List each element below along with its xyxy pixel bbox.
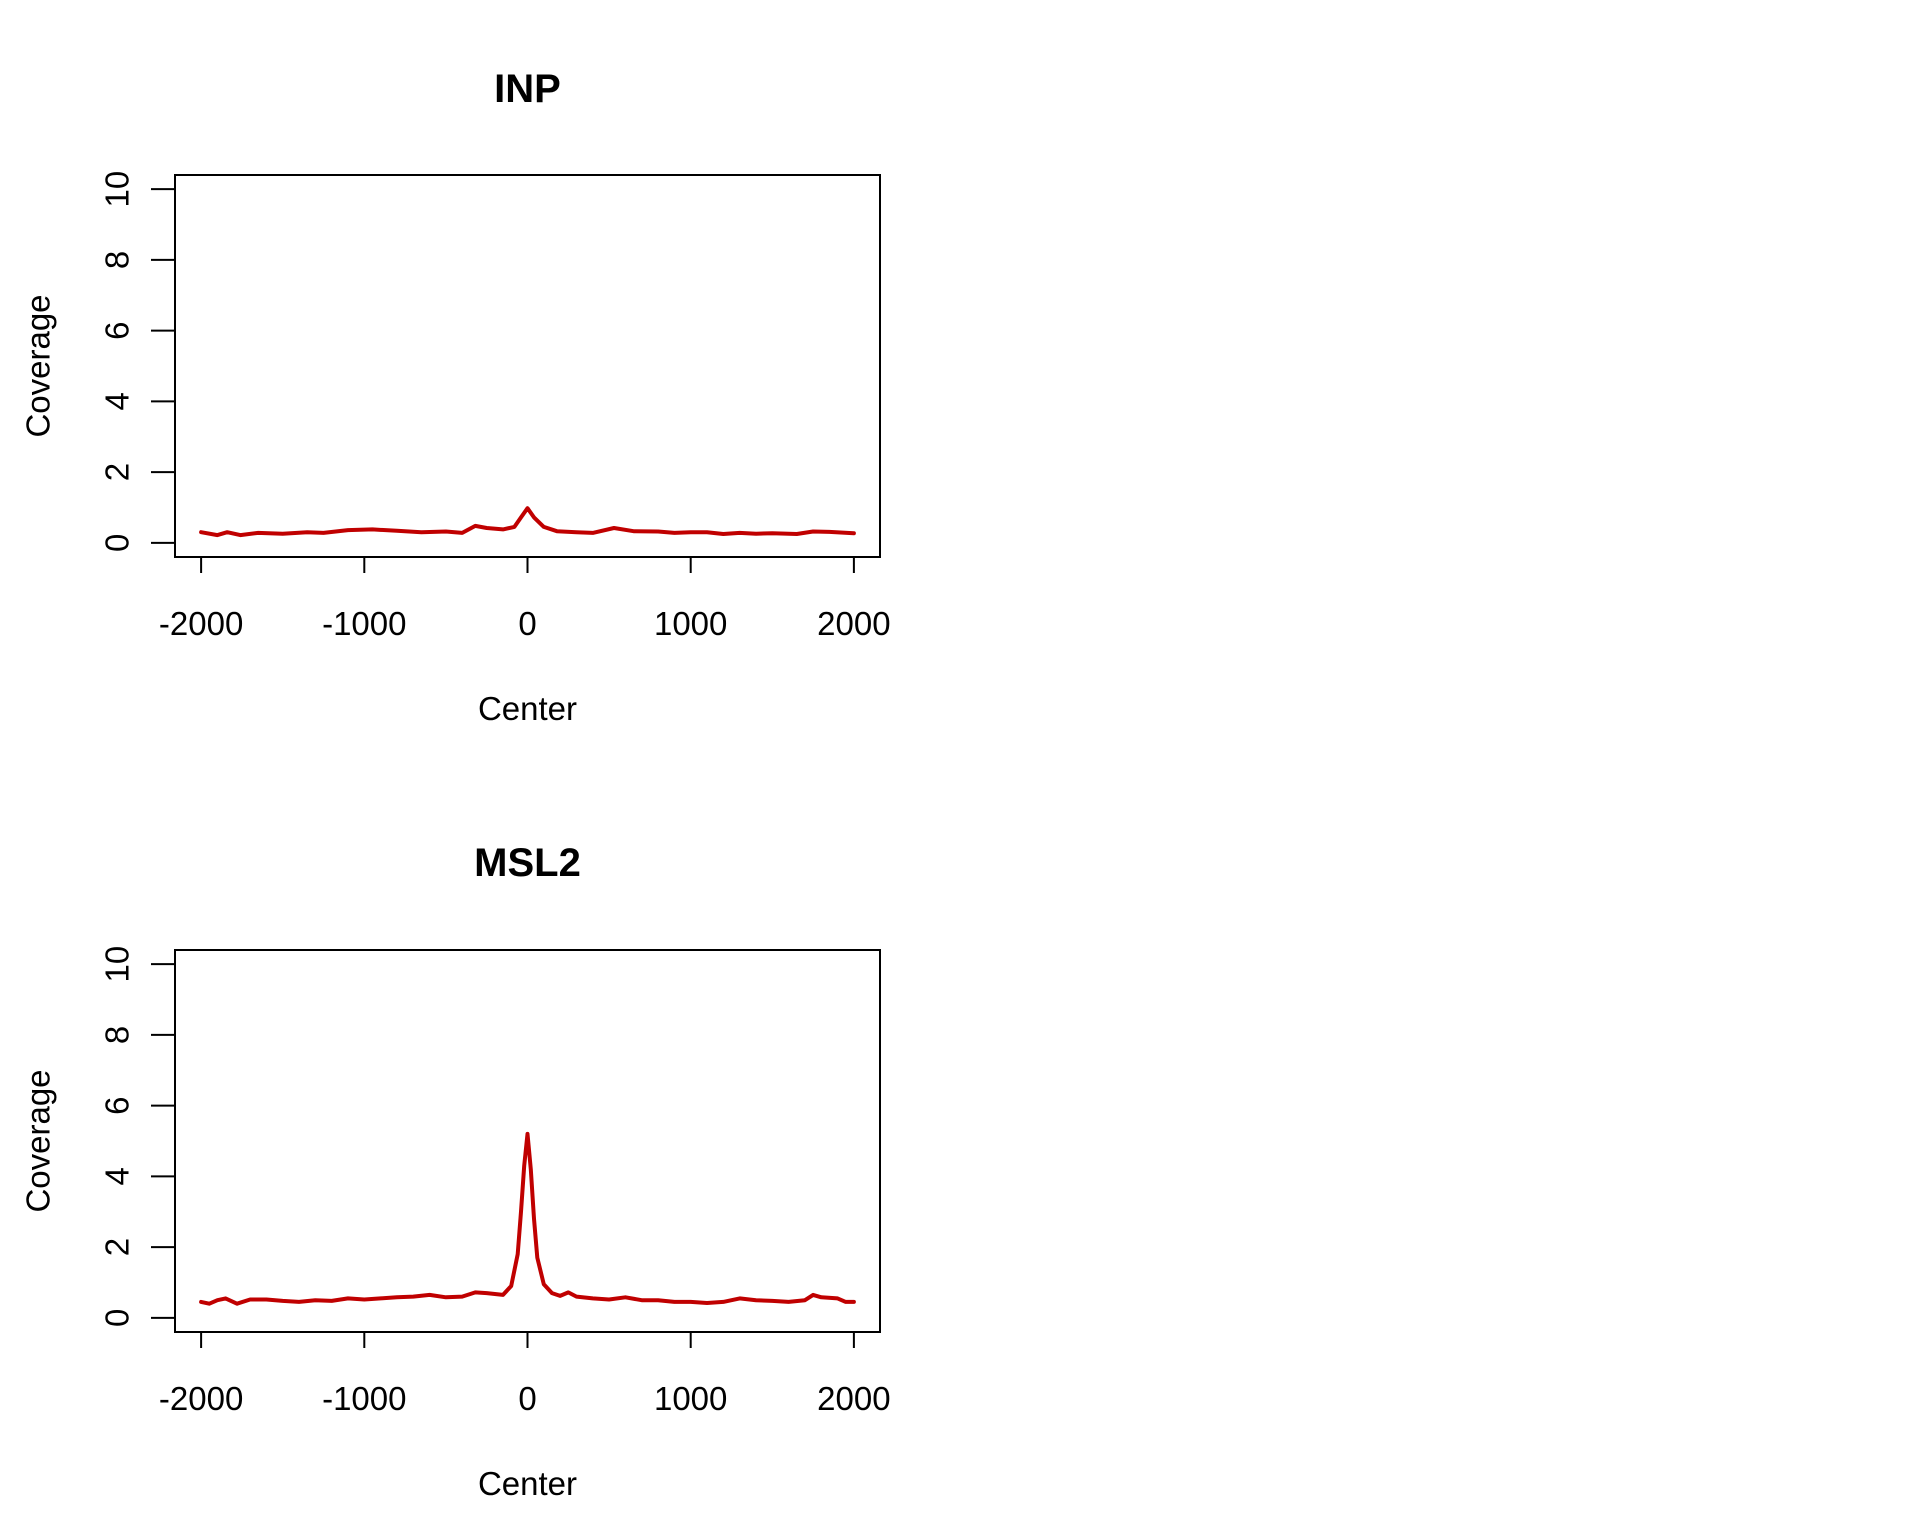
x-tick-label: 1000 xyxy=(654,605,727,642)
y-tick-label: 0 xyxy=(99,534,136,552)
y-tick-label: 4 xyxy=(99,1167,136,1185)
y-tick-label: 6 xyxy=(99,321,136,339)
y-tick-label: 2 xyxy=(99,1238,136,1256)
y-axis-label: Coverage xyxy=(20,294,57,437)
plot-frame xyxy=(174,174,881,558)
chart-inp: INP Center Coverage -2000 -1000 0 1000 2000 0… xyxy=(20,67,891,727)
y-axis-label: Coverage xyxy=(20,1069,57,1212)
x-tick-label: -1000 xyxy=(322,1380,406,1417)
coverage-series-line xyxy=(199,506,856,538)
y-tick-label: 4 xyxy=(99,392,136,410)
y-tick-label: 8 xyxy=(99,251,136,269)
x-tick-label: 2000 xyxy=(817,605,890,642)
x-tick-label: 0 xyxy=(518,605,536,642)
x-axis-label: Center xyxy=(478,690,577,727)
coverage-series-line xyxy=(199,1131,856,1306)
y-tick-label: 0 xyxy=(99,1309,136,1327)
x-tick-label: 1000 xyxy=(654,1380,727,1417)
x-tick-label: 2000 xyxy=(817,1380,890,1417)
x-tick-label: -1000 xyxy=(322,605,406,642)
x-axis-label: Center xyxy=(478,1465,577,1502)
chart-title: INP xyxy=(494,67,561,111)
x-tick-label: -2000 xyxy=(159,605,243,642)
chart-msl2: MSL2 Center Coverage -2000 -1000 0 1000 2000… xyxy=(20,841,891,1502)
x-tick-label: 0 xyxy=(518,1380,536,1417)
y-tick-label: 6 xyxy=(99,1096,136,1114)
y-tick-label: 10 xyxy=(99,171,136,208)
y-tick-label: 10 xyxy=(99,946,136,983)
y-tick-label: 8 xyxy=(99,1026,136,1044)
x-tick-label: -2000 xyxy=(159,1380,243,1417)
chart-title: MSL2 xyxy=(474,841,581,885)
y-tick-label: 2 xyxy=(99,463,136,481)
